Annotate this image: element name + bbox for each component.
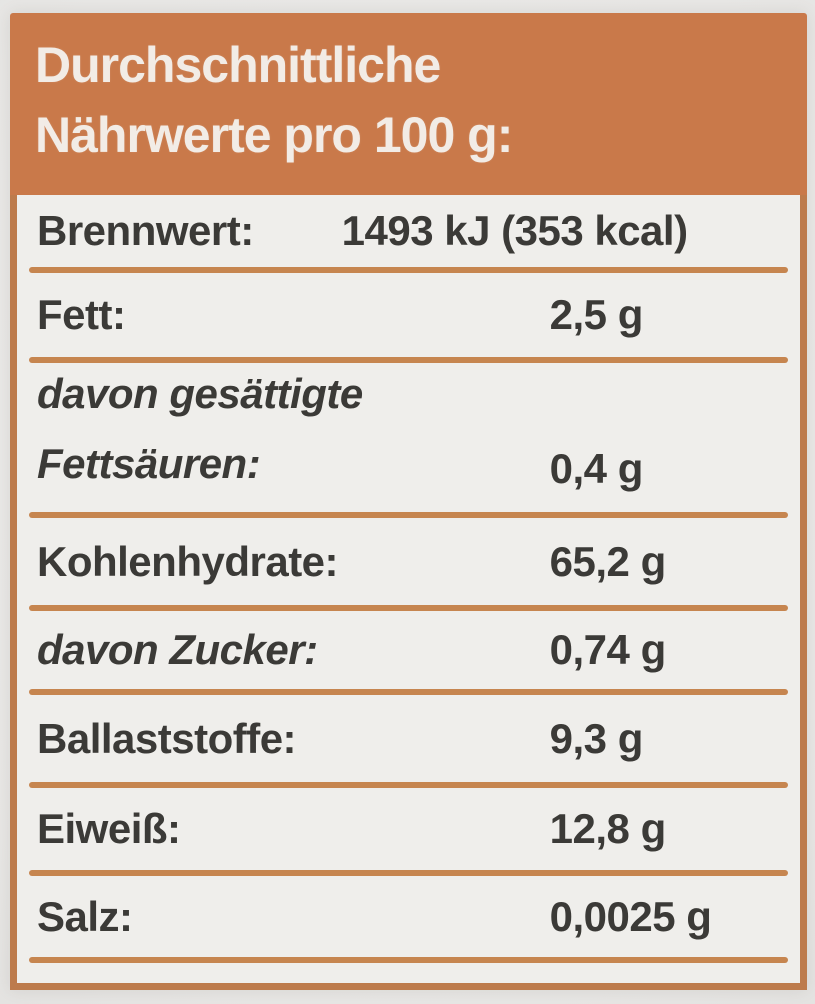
row-separator [29, 267, 788, 273]
table-row: Salz: 0,0025 g [17, 876, 800, 957]
table-row: Kohlenhydrate: 65,2 g [17, 518, 800, 605]
row-separator [29, 870, 788, 876]
nutrient-value: 1493 kJ (353 kcal) [341, 207, 688, 254]
table-row: Ballaststoffe: 9,3 g [17, 695, 800, 782]
nutrient-label: Eiweiß: [37, 805, 181, 852]
table-row: Fett: 2,5 g [17, 273, 800, 357]
label-header: Durchschnittliche Nährwerte pro 100 g: [10, 13, 807, 195]
nutrient-label: davon Zucker: [37, 626, 318, 673]
nutrient-label: Kohlenhydrate: [37, 537, 339, 585]
nutrient-label: Brennwert: [37, 207, 254, 254]
nutrition-label: Durchschnittliche Nährwerte pro 100 g: B… [10, 13, 807, 990]
row-separator [29, 957, 788, 963]
nutrient-label: Ballaststoffe: [37, 714, 297, 762]
nutrient-value: 12,8 g [549, 805, 667, 852]
row-separator [29, 512, 788, 518]
table-row: Brennwert: 1493 kJ (353 kcal) [17, 195, 800, 267]
row-separator [29, 689, 788, 695]
header-title-line2: Nährwerte pro 100 g: [35, 107, 513, 163]
nutrient-label: Fett: [37, 291, 126, 338]
row-separator [29, 782, 788, 788]
nutrient-value: 65,2 g [549, 537, 667, 585]
nutrient-value: 2,5 g [549, 291, 644, 338]
nutrient-value: 9,3 g [549, 714, 644, 762]
table-row: davon Zucker: 0,74 g [17, 611, 800, 689]
nutrient-value: 0,74 g [549, 626, 667, 673]
row-separator [29, 357, 788, 363]
row-separator [29, 605, 788, 611]
nutrient-value: 0,0025 g [549, 892, 712, 940]
nutrient-label: davon gesättigte Fettsäuren: [37, 369, 363, 488]
header-title-line1: Durchschnittliche [35, 37, 441, 93]
nutrition-table: Brennwert: 1493 kJ (353 kcal) Fett: 2,5 … [10, 195, 807, 990]
nutrient-label: Salz: [37, 892, 133, 940]
nutrient-value: 0,4 g [549, 444, 644, 492]
table-row: Eiweiß: 12,8 g [17, 788, 800, 870]
table-row: davon gesättigte Fettsäuren: 0,4 g [17, 363, 800, 512]
